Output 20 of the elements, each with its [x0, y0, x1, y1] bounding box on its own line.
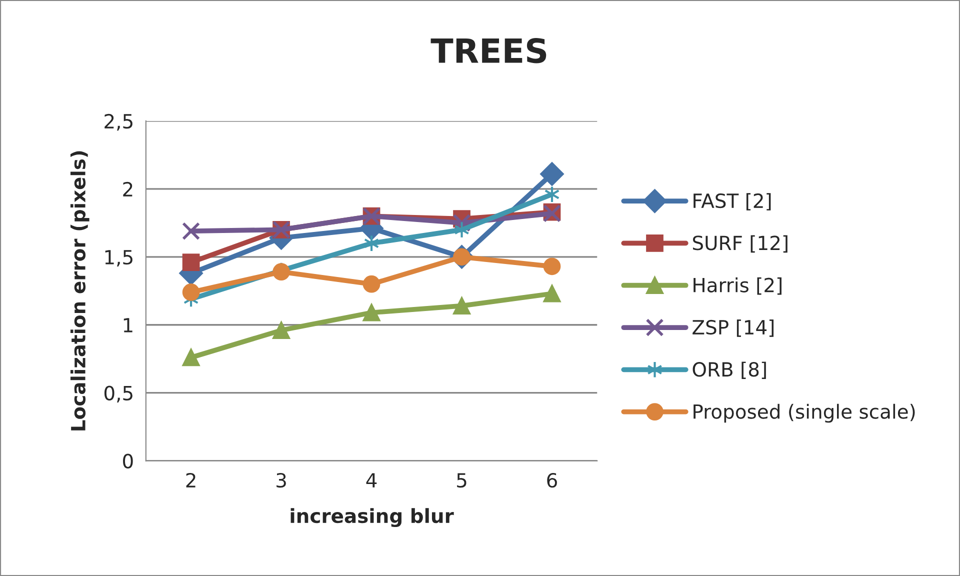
y-tick-label: 2,5 — [104, 114, 132, 131]
y-tick-label: 0 — [123, 454, 133, 468]
legend-label: Proposed (single scale) — [694, 404, 915, 423]
legend-label: ZSP [14] — [692, 320, 774, 337]
x-tick-label: 4 — [366, 473, 377, 488]
x-tick-label: 5 — [457, 473, 466, 488]
x-tick-label: 6 — [547, 472, 557, 488]
y-tick-label: 0,5 — [104, 386, 132, 402]
y-tick-label: 1 — [124, 318, 132, 332]
legend-label: Harris [2] — [694, 277, 782, 295]
y-tick-label: 1,5 — [105, 250, 132, 267]
legend-label: FAST [2] — [694, 193, 771, 210]
chart-title: TREES — [430, 38, 546, 64]
legend-label: ORB [8] — [692, 362, 766, 380]
x-axis-title: increasing blur — [290, 508, 454, 528]
y-axis-title: Localization error (pixels) — [70, 151, 90, 430]
legend-label: SURF [12] — [692, 235, 788, 253]
x-tick-label: 3 — [276, 472, 286, 488]
x-tick-label: 2 — [186, 472, 196, 488]
y-tick-label: 2 — [123, 182, 132, 196]
